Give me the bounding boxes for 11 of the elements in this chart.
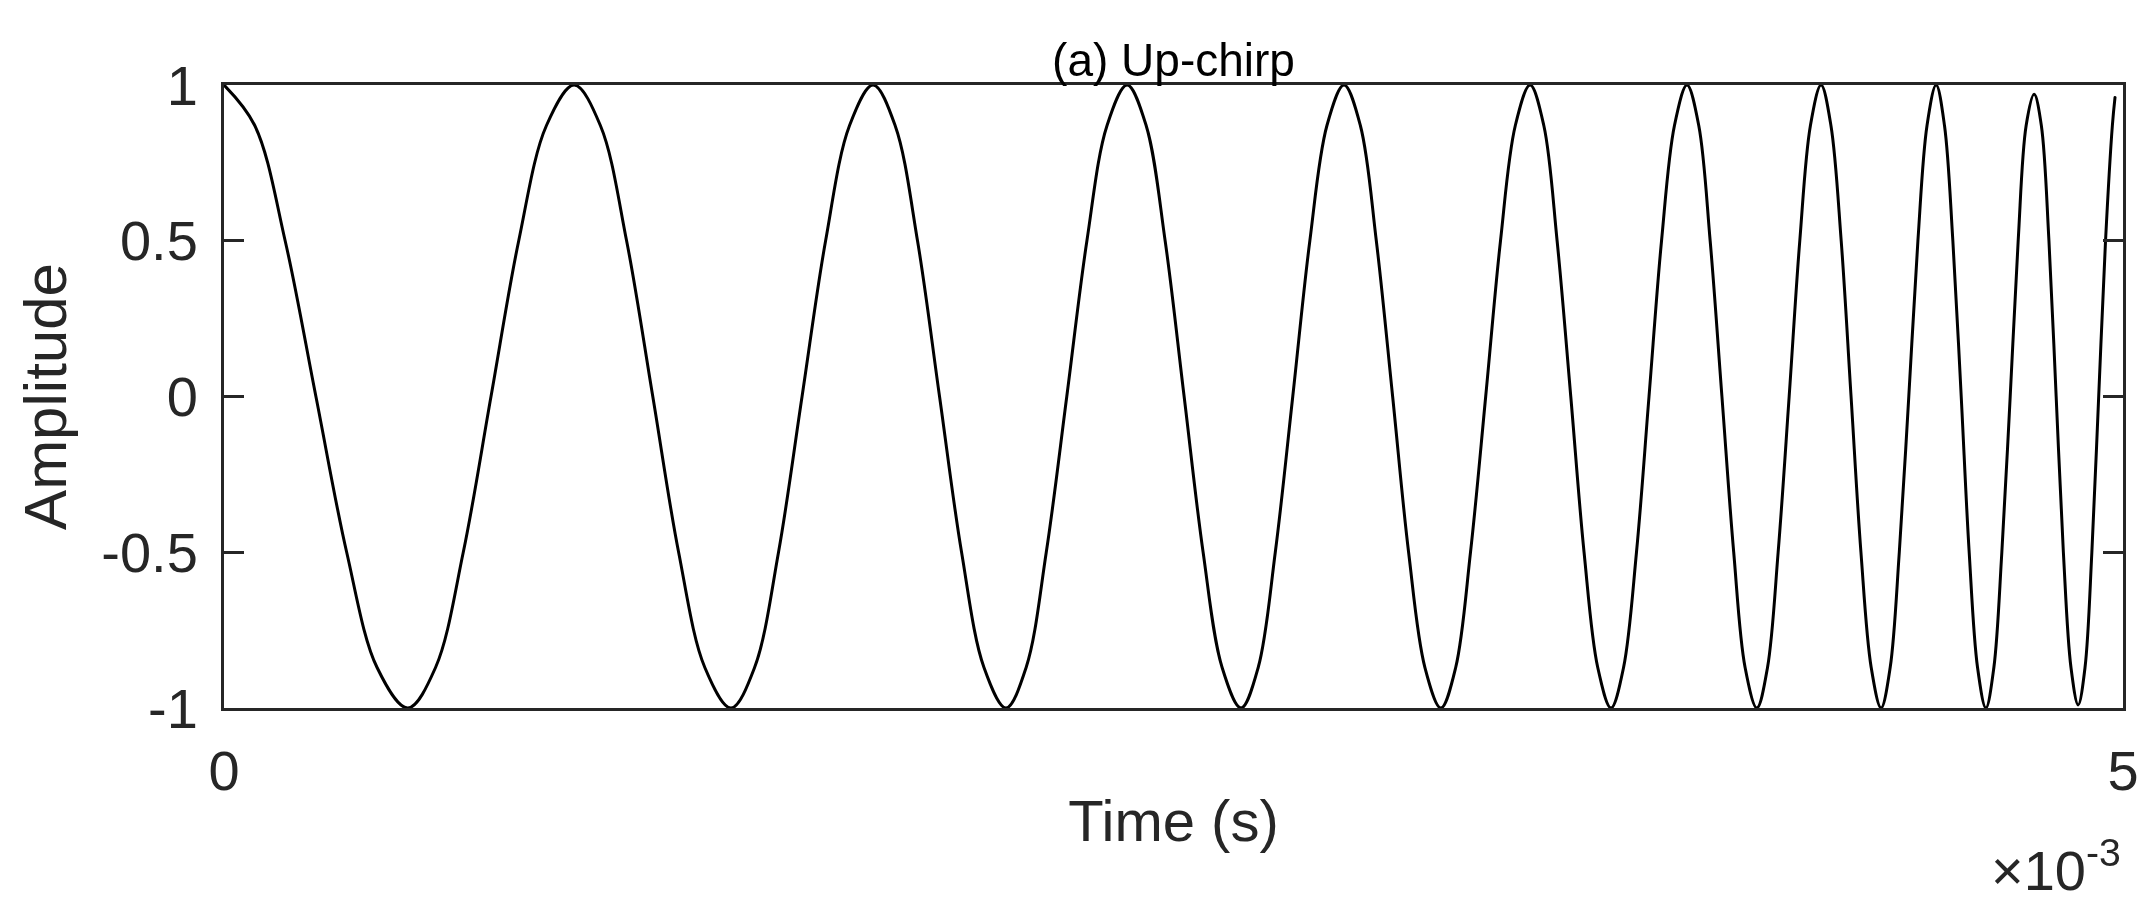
y-tick-label: 1 xyxy=(166,53,198,117)
y-tick-label: -0.5 xyxy=(101,520,198,584)
y-tick-label: 0.5 xyxy=(119,209,198,273)
chart-title: (a) Up-chirp xyxy=(1052,34,1295,87)
x-tick-label: 5 xyxy=(2107,739,2139,803)
y-tick-label: 0 xyxy=(166,365,198,429)
text: ×10$^{-3}$ xyxy=(1991,831,2121,902)
y-tick-label: -1 xyxy=(148,676,198,740)
line-series xyxy=(224,85,2117,708)
x-axis-title: Time (s) xyxy=(1068,788,1279,854)
y-axis-title: Amplitude xyxy=(11,263,79,530)
